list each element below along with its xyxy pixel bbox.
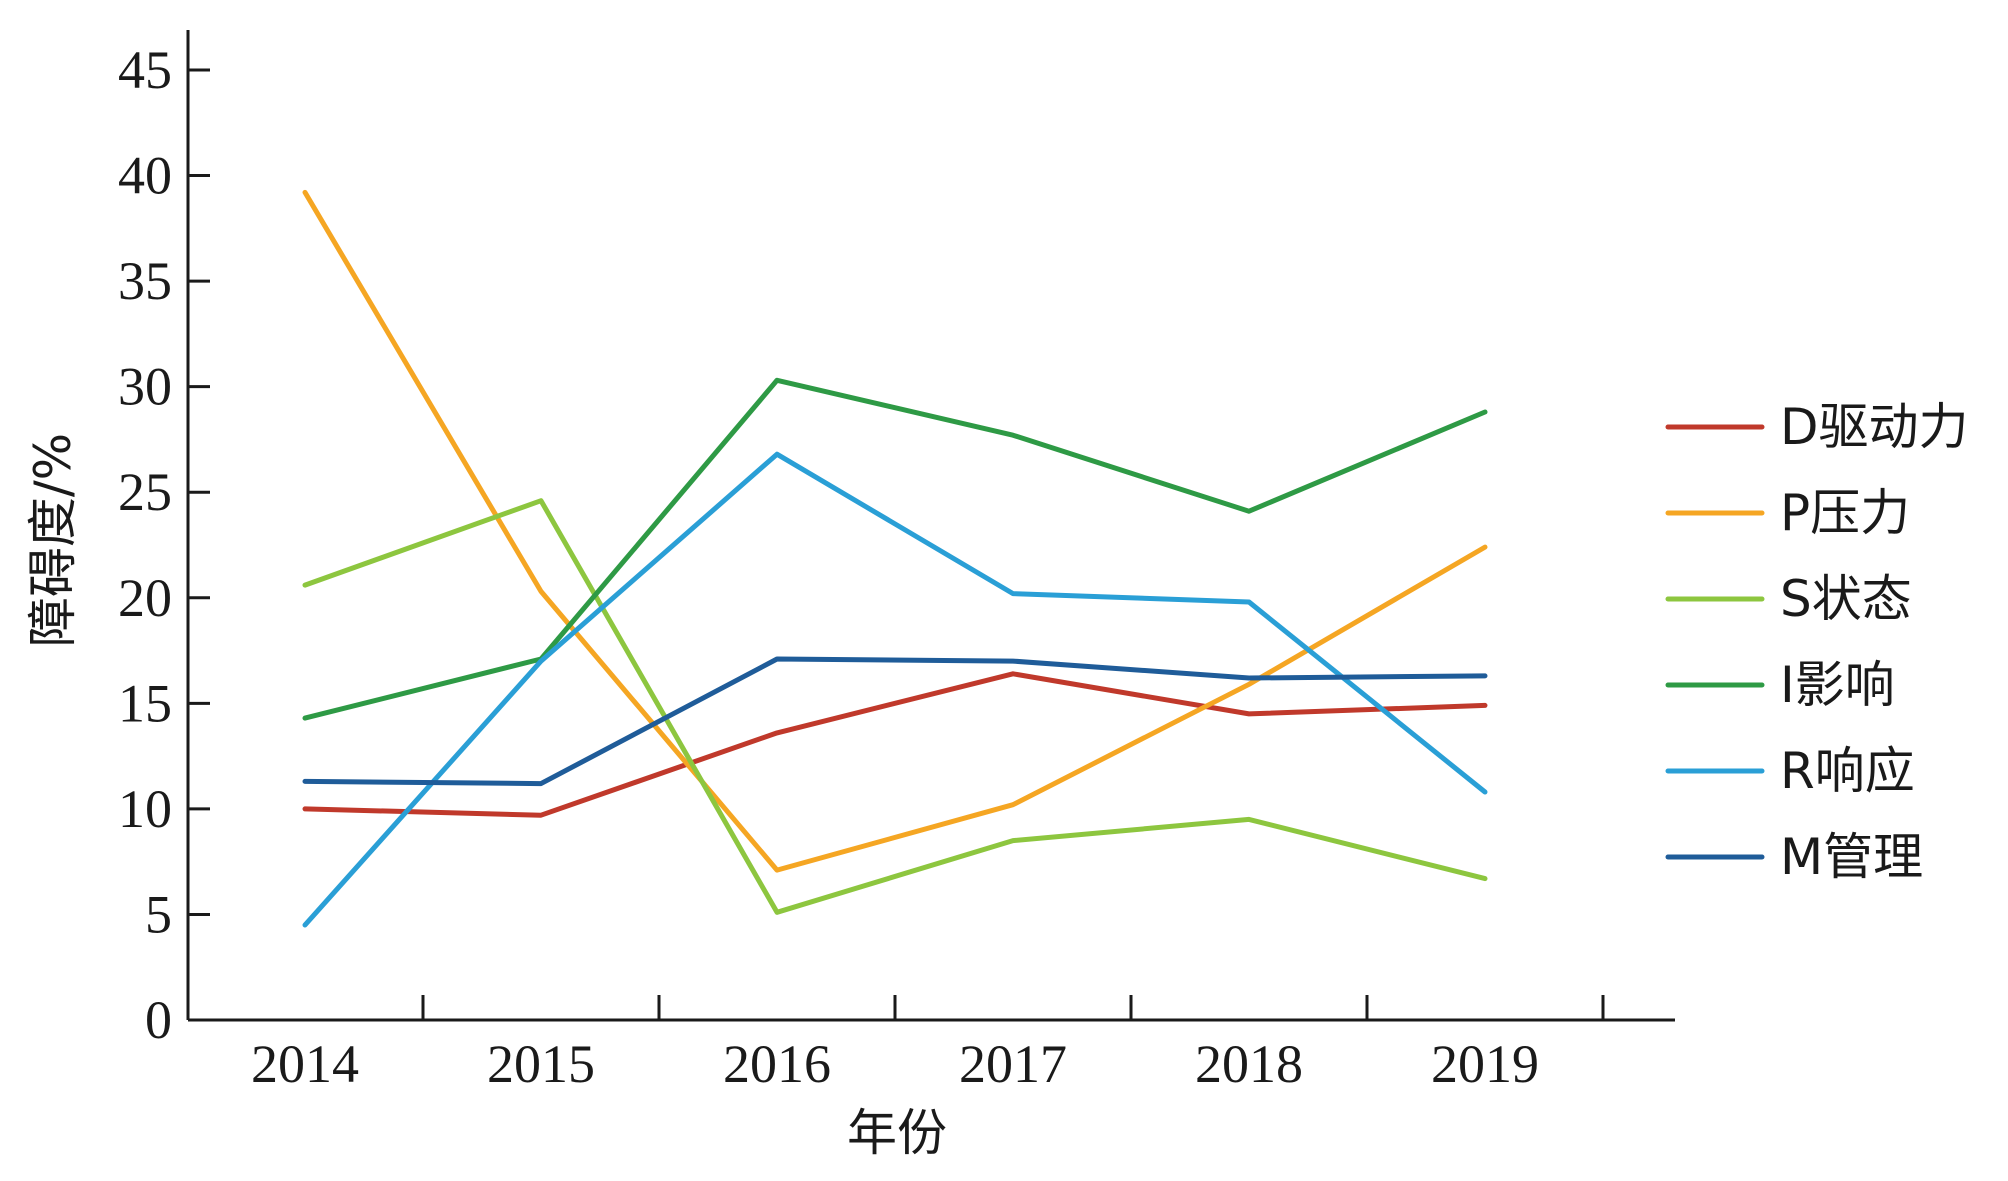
legend-label: S状态 <box>1780 570 1912 628</box>
y-tick-label: 35 <box>118 251 172 311</box>
y-axis-title: 障碍度/% <box>24 433 82 647</box>
x-tick-label: 2018 <box>1195 1034 1303 1094</box>
x-tick-label: 2016 <box>723 1034 831 1094</box>
x-tick-label: 2015 <box>487 1034 595 1094</box>
y-tick-label: 30 <box>118 357 172 417</box>
series-line-4 <box>302 377 1488 721</box>
series-layer <box>302 189 1488 928</box>
axes: 0 5 10 15 20 25 30 35 40 45 2014 2015 2016 2017 2018 20… <box>118 30 1675 1094</box>
legend-label: I影响 <box>1780 656 1895 714</box>
x-tick-label: 2019 <box>1431 1034 1539 1094</box>
y-tick-label: 45 <box>118 40 172 100</box>
legend-label: M管理 <box>1780 828 1923 886</box>
series-line-6 <box>302 656 1488 787</box>
legend-label: R响应 <box>1780 742 1915 800</box>
x-axis-title: 年份 <box>847 1104 947 1162</box>
y-tick-label: 25 <box>118 462 172 522</box>
series-line-5 <box>302 451 1488 928</box>
legend: D驱动力 P压力 S状态 I影响 R响应 M管理 <box>1665 398 1969 886</box>
x-tick-label: 2014 <box>251 1034 359 1094</box>
y-tick-label: 5 <box>145 884 172 944</box>
series-line-3 <box>302 498 1488 915</box>
y-tick-label: 0 <box>145 990 172 1050</box>
y-tick-label: 10 <box>118 779 172 839</box>
legend-label: D驱动力 <box>1780 398 1969 456</box>
y-tick-label: 15 <box>118 673 172 733</box>
legend-label: P压力 <box>1780 484 1910 542</box>
y-tick-label: 40 <box>118 146 172 206</box>
series-line-2 <box>302 189 1488 873</box>
x-tick-label: 2017 <box>959 1034 1067 1094</box>
series-line-1 <box>302 671 1488 818</box>
y-tick-label: 20 <box>118 568 172 628</box>
